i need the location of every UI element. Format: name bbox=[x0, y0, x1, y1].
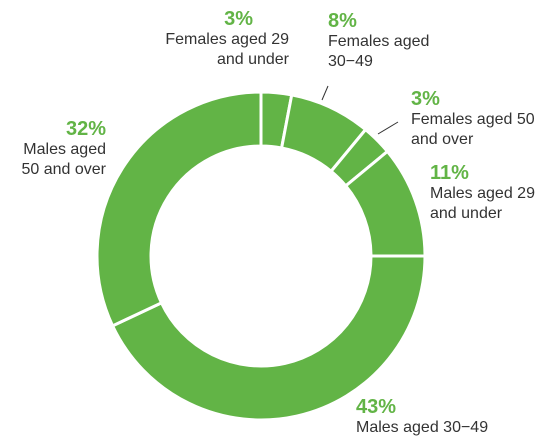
leader-line bbox=[377, 121, 399, 135]
donut-segment bbox=[95, 90, 263, 328]
leader-line bbox=[321, 85, 329, 101]
value-label: 32% bbox=[65, 118, 106, 140]
segment-label: 11% Males aged 29 and under bbox=[430, 162, 542, 224]
value-label: 11% bbox=[430, 162, 469, 184]
value-label: 3% bbox=[411, 88, 440, 110]
segment-label: 3% Females aged 29 and under bbox=[165, 8, 289, 70]
category-label: Males aged 29 and under bbox=[430, 185, 535, 222]
donut-segment bbox=[110, 254, 427, 422]
segment-label: 43% Males aged 30−49 bbox=[356, 396, 536, 436]
value-label: 8% bbox=[328, 10, 357, 32]
category-label: Females aged 30−49 bbox=[328, 33, 430, 70]
category-label: Females aged 29 and under bbox=[165, 31, 289, 68]
value-label: 3% bbox=[224, 8, 253, 30]
segment-label: 8% Females aged 30−49 bbox=[328, 10, 438, 72]
segment-label: 3% Females aged 50 and over bbox=[411, 88, 536, 150]
segment-label: 32% Males aged 50 and over bbox=[6, 118, 106, 180]
category-label: Males aged 30−49 bbox=[356, 419, 489, 436]
value-label: 43% bbox=[356, 396, 397, 418]
category-label: Females aged 50 and over bbox=[411, 111, 535, 148]
category-label: Males aged 50 and over bbox=[21, 141, 106, 178]
